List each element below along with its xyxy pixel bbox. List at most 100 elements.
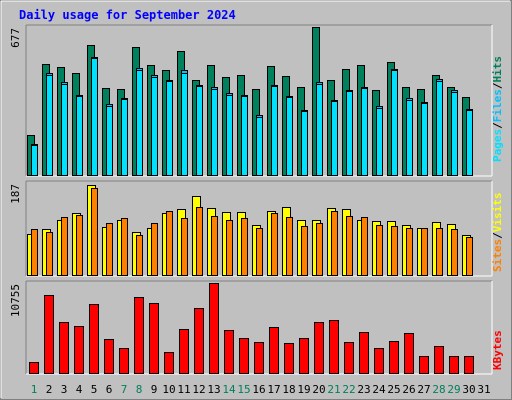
x-tick-label-day-3: 3: [61, 383, 68, 396]
legend-item: Hits: [491, 56, 504, 83]
bar-pages-day-29: [451, 92, 458, 176]
bar-sites-day-19: [301, 226, 308, 276]
bar-kbytes-day-17: [269, 327, 279, 374]
x-tick-label-day-21: 21: [327, 383, 340, 396]
x-tick-label-day-26: 26: [402, 383, 415, 396]
bar-pages-day-13: [211, 89, 218, 176]
bar-pages-day-21: [331, 101, 338, 176]
bar-kbytes-day-11: [179, 329, 189, 374]
legend-hits_files_pages: Pages/Files/Hits: [491, 56, 504, 162]
bar-sites-day-3: [61, 217, 68, 276]
x-tick-label-day-13: 13: [207, 383, 220, 396]
bar-pages-day-23: [361, 88, 368, 176]
legend-item: KBytes: [491, 330, 504, 370]
y-max-label: 10755: [9, 284, 22, 317]
bar-pages-day-1: [31, 145, 38, 176]
bar-kbytes-day-15: [239, 338, 249, 374]
bar-kbytes-day-6: [104, 339, 114, 374]
bar-kbytes-day-18: [284, 343, 294, 374]
bar-pages-day-22: [346, 91, 353, 176]
bar-sites-day-26: [406, 228, 413, 276]
x-tick-label-day-14: 14: [222, 383, 236, 396]
bar-kbytes-day-25: [389, 341, 399, 374]
bar-pages-day-26: [406, 100, 413, 176]
bar-pages-day-24: [376, 108, 383, 176]
bar-sites-day-10: [166, 211, 173, 276]
bar-pages-day-16: [256, 117, 263, 176]
bar-pages-day-15: [241, 96, 248, 176]
bar-kbytes-day-29: [449, 356, 459, 374]
x-tick-label-day-15: 15: [237, 383, 250, 396]
x-tick-label-day-19: 19: [297, 383, 310, 396]
bar-pages-day-27: [421, 103, 428, 176]
x-tick-label-day-30: 30: [462, 383, 475, 396]
legend-item: Files: [491, 89, 504, 122]
x-tick-label-day-1: 1: [31, 383, 38, 396]
bar-pages-day-18: [286, 97, 293, 176]
bar-sites-day-12: [196, 207, 203, 276]
bar-pages-day-19: [301, 111, 308, 176]
bar-sites-day-30: [466, 237, 473, 276]
bar-kbytes-day-8: [134, 297, 144, 374]
bar-kbytes-day-3: [59, 322, 69, 374]
x-tick-label-day-18: 18: [282, 383, 295, 396]
bar-pages-day-28: [436, 81, 443, 176]
x-tick-label-day-6: 6: [106, 383, 113, 396]
bar-sites-day-16: [256, 228, 263, 276]
bar-kbytes-day-30: [464, 356, 474, 374]
legend-item: Pages: [491, 129, 504, 162]
bar-sites-day-14: [226, 220, 233, 276]
x-tick-label-day-16: 16: [252, 383, 265, 396]
bar-kbytes-day-22: [344, 342, 354, 374]
bar-kbytes-day-7: [119, 348, 129, 374]
x-tick-label-day-29: 29: [447, 383, 460, 396]
bar-sites-day-18: [286, 217, 293, 276]
bar-sites-day-25: [391, 226, 398, 276]
bar-pages-day-7: [121, 99, 128, 176]
bar-kbytes-day-2: [44, 295, 54, 374]
x-tick-label-day-11: 11: [177, 383, 190, 396]
bar-sites-day-13: [211, 216, 218, 276]
bar-kbytes-day-5: [89, 304, 99, 374]
bar-kbytes-day-24: [374, 348, 384, 374]
x-tick-label-day-7: 7: [121, 383, 128, 396]
legend-item: /: [491, 82, 504, 89]
legend-item: Sites: [491, 239, 504, 272]
bar-kbytes-day-19: [299, 338, 309, 374]
x-tick-label-day-12: 12: [192, 383, 205, 396]
bar-sites-day-8: [136, 235, 143, 276]
bar-kbytes-day-10: [164, 352, 174, 374]
chart-title: Daily usage for September 2024: [19, 8, 236, 22]
bar-kbytes-day-20: [314, 322, 324, 374]
bar-sites-day-15: [241, 218, 248, 276]
x-tick-label-day-25: 25: [387, 383, 400, 396]
bar-sites-day-4: [76, 215, 83, 276]
bar-sites-day-6: [106, 223, 113, 276]
x-tick-label-day-5: 5: [91, 383, 98, 396]
bar-pages-day-6: [106, 106, 113, 176]
x-axis-labels: 1 2 3 4 5 6 7 8 9 10 11 12 13 14 15 16 17 18 19 20 21 22 23 24 2…: [31, 383, 491, 396]
panel-kbytes: 10755 KBytes: [9, 280, 504, 375]
legend-item: /: [491, 122, 504, 129]
bar-kbytes-day-28: [434, 346, 444, 374]
bar-sites-day-9: [151, 223, 158, 276]
bar-pages-day-4: [76, 96, 83, 176]
bar-sites-day-21: [331, 211, 338, 276]
x-tick-label-day-23: 23: [357, 383, 370, 396]
x-tick-label-day-10: 10: [162, 383, 175, 396]
bar-pages-day-20: [316, 84, 323, 176]
x-tick-label-day-9: 9: [151, 383, 158, 396]
bar-kbytes-day-26: [404, 333, 414, 374]
x-tick-label-day-2: 2: [46, 383, 53, 396]
legend-kbytes: KBytes: [491, 330, 504, 370]
bar-sites-day-22: [346, 216, 353, 276]
legend-item: /: [491, 232, 504, 239]
bar-kbytes-day-12: [194, 308, 204, 374]
bar-pages-day-2: [46, 75, 53, 176]
y-max-label: 187: [9, 184, 22, 204]
bar-sites-day-2: [46, 232, 53, 276]
bar-kbytes-day-27: [419, 356, 429, 374]
bar-kbytes-day-13: [209, 283, 219, 374]
bar-sites-day-7: [121, 218, 128, 276]
